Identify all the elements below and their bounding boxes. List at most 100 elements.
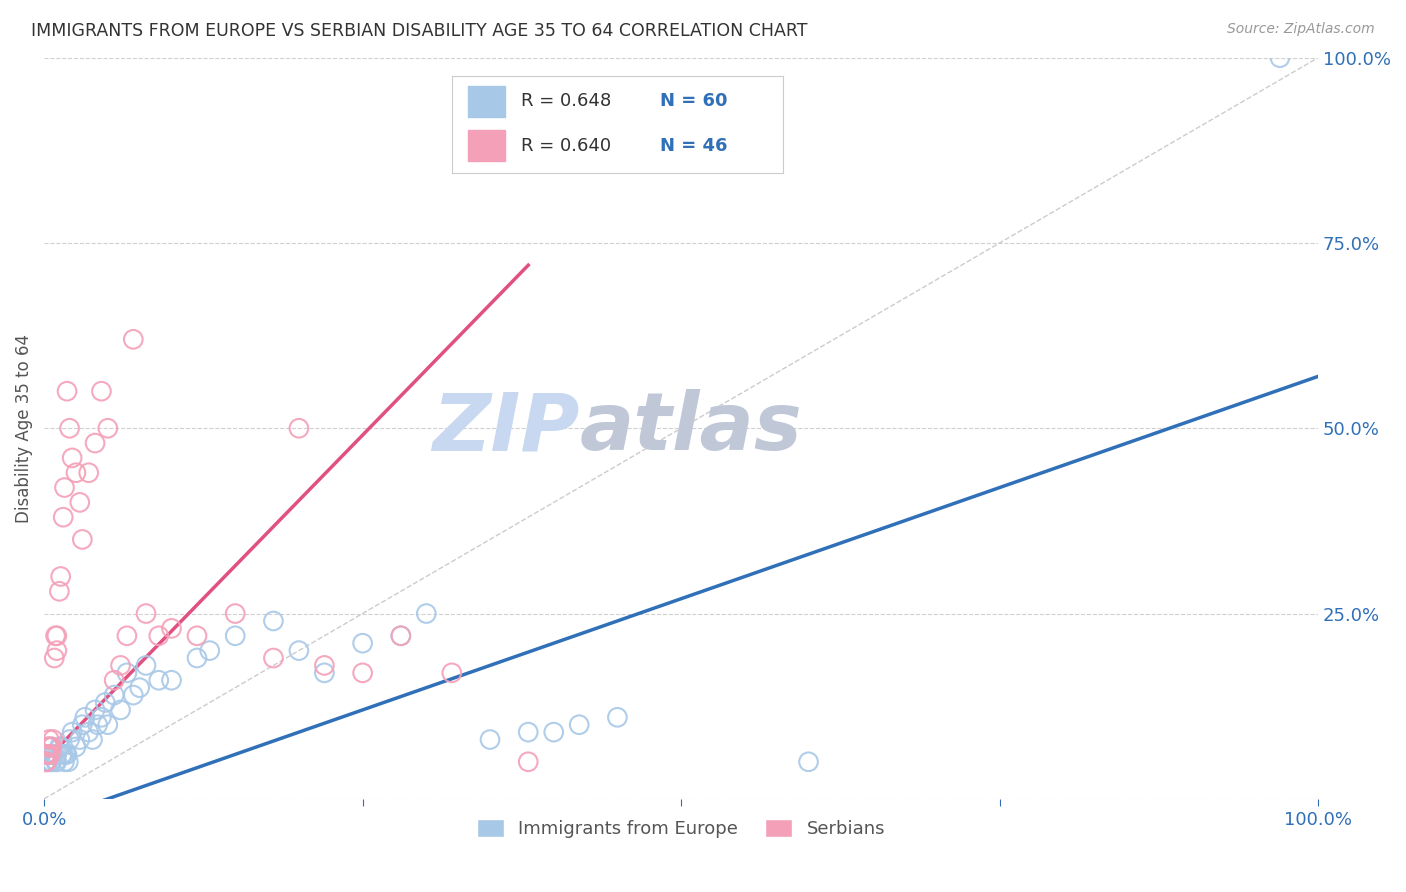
- Point: [440, 665, 463, 680]
- Point: [38, 739, 60, 754]
- Point: [49, 569, 72, 583]
- Point: [148, 629, 170, 643]
- Point: [69, 495, 91, 509]
- Point: [606, 710, 628, 724]
- Point: [389, 629, 412, 643]
- Point: [45, 755, 67, 769]
- Point: [35, 747, 58, 762]
- Point: [37, 739, 59, 754]
- Point: [45, 755, 67, 769]
- Point: [797, 755, 820, 769]
- Point: [56, 384, 79, 399]
- Point: [517, 755, 540, 769]
- Point: [34, 747, 56, 762]
- Text: IMMIGRANTS FROM EUROPE VS SERBIAN DISABILITY AGE 35 TO 64 CORRELATION CHART: IMMIGRANTS FROM EUROPE VS SERBIAN DISABI…: [31, 22, 807, 40]
- Point: [160, 673, 183, 688]
- Point: [288, 643, 311, 657]
- Point: [72, 717, 94, 731]
- Point: [1268, 51, 1291, 65]
- Point: [48, 584, 70, 599]
- Point: [45, 629, 67, 643]
- Point: [52, 747, 75, 762]
- Point: [352, 665, 374, 680]
- Point: [42, 732, 65, 747]
- Point: [72, 533, 94, 547]
- Point: [45, 747, 67, 762]
- Point: [35, 755, 58, 769]
- Point: [94, 696, 117, 710]
- Point: [314, 658, 336, 673]
- Point: [224, 629, 246, 643]
- Point: [41, 739, 63, 754]
- Point: [58, 732, 80, 747]
- Point: [135, 658, 157, 673]
- Point: [39, 739, 62, 754]
- Point: [517, 725, 540, 739]
- Point: [60, 450, 83, 465]
- Point: [77, 466, 100, 480]
- Point: [110, 658, 132, 673]
- Point: [115, 665, 138, 680]
- Point: [65, 466, 87, 480]
- Point: [110, 703, 132, 717]
- Point: [479, 732, 502, 747]
- Legend: Immigrants from Europe, Serbians: Immigrants from Europe, Serbians: [470, 812, 893, 846]
- Point: [39, 747, 62, 762]
- Point: [56, 747, 79, 762]
- Point: [262, 651, 284, 665]
- Point: [53, 481, 76, 495]
- Point: [288, 421, 311, 435]
- Text: atlas: atlas: [579, 389, 801, 467]
- Point: [543, 725, 565, 739]
- Point: [122, 332, 145, 346]
- Point: [103, 688, 125, 702]
- Point: [58, 421, 80, 435]
- Point: [35, 755, 58, 769]
- Point: [135, 607, 157, 621]
- Point: [39, 747, 62, 762]
- Y-axis label: Disability Age 35 to 64: Disability Age 35 to 64: [15, 334, 32, 523]
- Point: [122, 688, 145, 702]
- Point: [37, 747, 59, 762]
- Point: [97, 717, 120, 731]
- Point: [39, 755, 62, 769]
- Point: [415, 607, 437, 621]
- Point: [90, 384, 112, 399]
- Point: [60, 725, 83, 739]
- Point: [160, 621, 183, 635]
- Point: [44, 651, 66, 665]
- Point: [37, 755, 59, 769]
- Point: [44, 747, 66, 762]
- Point: [86, 717, 108, 731]
- Point: [38, 747, 60, 762]
- Point: [103, 673, 125, 688]
- Point: [352, 636, 374, 650]
- Point: [186, 651, 208, 665]
- Point: [73, 710, 96, 724]
- Point: [41, 739, 63, 754]
- Point: [34, 755, 56, 769]
- Point: [65, 739, 87, 754]
- Point: [84, 436, 107, 450]
- Point: [42, 747, 65, 762]
- Point: [82, 732, 104, 747]
- Point: [389, 629, 412, 643]
- Point: [568, 717, 591, 731]
- Point: [37, 739, 59, 754]
- Point: [53, 755, 76, 769]
- Point: [55, 747, 77, 762]
- Point: [314, 665, 336, 680]
- Point: [41, 755, 63, 769]
- Point: [52, 510, 75, 524]
- Point: [69, 732, 91, 747]
- Point: [148, 673, 170, 688]
- Text: Source: ZipAtlas.com: Source: ZipAtlas.com: [1227, 22, 1375, 37]
- Point: [45, 629, 67, 643]
- Point: [49, 739, 72, 754]
- Point: [45, 643, 67, 657]
- Point: [128, 681, 150, 695]
- Point: [198, 643, 221, 657]
- Point: [58, 755, 80, 769]
- Text: ZIP: ZIP: [432, 389, 579, 467]
- Point: [34, 755, 56, 769]
